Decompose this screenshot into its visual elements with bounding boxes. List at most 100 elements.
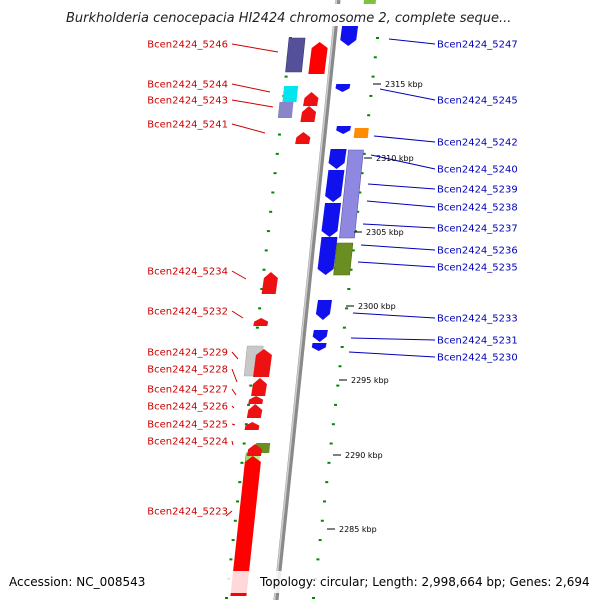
- gene-feature-5242-orange: [353, 128, 369, 138]
- kbp-tick-label: 2300 kbp: [358, 302, 396, 311]
- right-dot: [369, 94, 373, 97]
- leader-line-left: [231, 123, 266, 134]
- right-dot: [323, 500, 327, 503]
- right-dot: [371, 75, 375, 78]
- right-dot: [312, 597, 315, 599]
- left-dot: [255, 326, 259, 329]
- gene-feature-5228-red: [251, 378, 267, 396]
- gene-label-right[interactable]: Bcen2424_5233: [437, 314, 518, 325]
- leader-line-right: [366, 200, 436, 208]
- accession-text: Accession: NC_008543: [9, 575, 145, 589]
- right-dot: [316, 558, 320, 561]
- gene-label-left[interactable]: Bcen2424_5224: [147, 437, 228, 448]
- gene-label-left[interactable]: Bcen2424_5232: [147, 307, 228, 318]
- gene-feature-5223-red: [230, 456, 261, 596]
- gene-labels: Bcen2424_5246 Bcen2424_5244 Bcen2424_5243 B…: [147, 40, 518, 518]
- gene-label-left[interactable]: Bcen2424_5244: [147, 80, 228, 91]
- gene-feature-5243-red: [300, 106, 317, 122]
- gene-label-right[interactable]: Bcen2424_5247: [437, 40, 518, 51]
- gene-feature-5236-blue: [317, 237, 338, 275]
- gene-label-right[interactable]: Bcen2424_5238: [437, 203, 518, 214]
- gene-feature-5244-cyan: [282, 86, 299, 102]
- left-dot: [244, 423, 248, 426]
- chromosome-axis: [273, 0, 341, 600]
- left-dot: [273, 172, 277, 175]
- kbp-tick-label: 2285 kbp: [339, 525, 377, 534]
- right-dot: [334, 403, 338, 406]
- gene-label-left[interactable]: Bcen2424_5246: [147, 40, 228, 51]
- leader-line-right: [388, 38, 436, 45]
- gene-feature-5224-red: [246, 444, 263, 456]
- leader-lines: [225, 38, 436, 517]
- leader-line-right: [379, 88, 436, 101]
- gene-feature-5233-blue: [315, 300, 332, 320]
- kbp-tick-label: 2295 kbp: [351, 376, 389, 385]
- map-title: Burkholderia cenocepacia HI2424 chromoso…: [66, 11, 511, 26]
- left-dot: [229, 558, 233, 561]
- gene-label-left[interactable]: Bcen2424_5229: [147, 348, 228, 359]
- gene-feature-5226-red: [246, 404, 263, 418]
- leader-line-right: [362, 223, 436, 229]
- gene-feature-5232-red: [253, 318, 269, 326]
- gene-feature-5230-blue: [311, 343, 327, 351]
- left-dot: [266, 230, 270, 233]
- gene-features: [230, 0, 376, 596]
- gene-label-left[interactable]: Bcen2424_5234: [147, 267, 228, 278]
- gene-feature-5246-red: [308, 42, 328, 74]
- gene-label-left[interactable]: Bcen2424_5226: [147, 402, 228, 413]
- right-dot: [329, 442, 333, 445]
- left-dot: [247, 403, 251, 406]
- right-dot: [347, 288, 351, 291]
- leader-line-left: [231, 368, 238, 383]
- gene-label-right[interactable]: Bcen2424_5236: [437, 246, 518, 257]
- left-dot: [260, 288, 264, 291]
- kbp-tick-label: 2290 kbp: [345, 451, 383, 460]
- gene-label-left[interactable]: Bcen2424_5228: [147, 365, 228, 376]
- leader-line-right: [352, 312, 436, 319]
- gene-feature-5231-blue: [312, 330, 328, 342]
- right-dot: [345, 307, 349, 310]
- title-backdrop: [60, 4, 538, 26]
- leader-line-left: [231, 440, 234, 446]
- leader-line-left: [231, 43, 279, 53]
- gene-feature-5244-red: [303, 92, 319, 106]
- right-dot: [376, 37, 379, 39]
- left-dot: [258, 307, 262, 310]
- gene-feature-5234-red: [261, 272, 278, 294]
- gene-label-right[interactable]: Bcen2424_5242: [437, 138, 518, 149]
- left-dot: [275, 152, 279, 155]
- gene-label-left[interactable]: Bcen2424_5223: [147, 507, 228, 518]
- right-dot: [351, 249, 355, 252]
- leader-line-left: [231, 423, 236, 426]
- gene-label-left[interactable]: Bcen2424_5225: [147, 420, 228, 431]
- gene-feature-5235-olive: [333, 242, 354, 276]
- gene-feature-5246-purple: [285, 37, 306, 73]
- leader-line-right: [350, 337, 436, 341]
- leader-line-right: [370, 154, 436, 170]
- gene-label-right[interactable]: Bcen2424_5235: [437, 263, 518, 274]
- gene-label-right[interactable]: Bcen2424_5240: [437, 165, 518, 176]
- gene-label-right[interactable]: Bcen2424_5237: [437, 224, 518, 235]
- left-dot: [238, 481, 242, 484]
- right-dot: [320, 519, 324, 522]
- gene-label-left[interactable]: Bcen2424_5227: [147, 385, 228, 396]
- gene-feature-5229-red: [253, 349, 272, 377]
- leader-line-left: [231, 99, 274, 108]
- right-dot: [373, 56, 377, 59]
- chromosome-axis-highlight: [273, 0, 338, 600]
- gene-label-right[interactable]: Bcen2424_5231: [437, 336, 518, 347]
- gene-feature-5240-blue: [328, 149, 347, 169]
- kbp-tick-label: 2305 kbp: [366, 228, 404, 237]
- gene-label-right[interactable]: Bcen2424_5239: [437, 185, 518, 196]
- gene-label-left[interactable]: Bcen2424_5243: [147, 96, 228, 107]
- gene-feature-5227-red: [248, 396, 264, 404]
- leader-line-right: [348, 351, 436, 358]
- left-dot: [284, 75, 288, 78]
- dotted-track-lines: [225, 37, 379, 599]
- right-dot: [353, 230, 357, 233]
- gene-label-left[interactable]: Bcen2424_5241: [147, 120, 228, 131]
- gene-label-right[interactable]: Bcen2424_5245: [437, 96, 518, 107]
- gene-feature-5245-blue: [335, 84, 351, 92]
- gene-label-right[interactable]: Bcen2424_5230: [437, 353, 518, 364]
- gene-feature-5243-lavender: [277, 102, 294, 118]
